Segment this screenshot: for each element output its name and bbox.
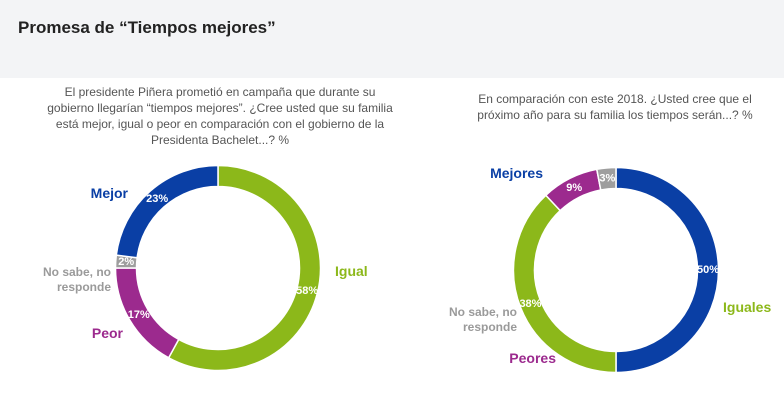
chart-1-value-no-sabe-no-responde: 2% (118, 256, 134, 268)
chart-2-label-mejores: Mejores (490, 165, 543, 181)
chart-1-value-mejor: 23% (146, 193, 168, 205)
chart-2-question: En comparación con este 2018. ¿Usted cre… (477, 92, 753, 122)
chart-1-label-mejor: Mejor (91, 185, 129, 201)
chart-2-label-peores: Peores (509, 350, 556, 366)
chart-1-label-peor: Peor (92, 325, 124, 341)
chart-1-question: El presidente Piñera prometió en campaña… (47, 85, 393, 147)
donut-chart-2-group: 50% Mejores 38% Iguales 9% Peores 3% No sabe, n… (449, 165, 771, 374)
chart-2-slice-no-sabe-no-responde (595, 166, 617, 191)
chart-2-slice-iguales (512, 194, 617, 374)
header-bar: Promesa de “Tiempos mejores” (0, 0, 784, 78)
chart-1-slice-mejor (115, 164, 219, 259)
chart-1-value-igual: 58% (296, 285, 318, 297)
chart-1-value-peor: 17% (128, 309, 150, 321)
chart-2-label-no-sabe-no-responde: No sabe, no responde (449, 305, 517, 334)
page-title: Promesa de “Tiempos mejores” (18, 18, 276, 37)
chart-2-value-mejores: 50% (697, 264, 719, 276)
chart-2-value-iguales: 38% (519, 298, 541, 310)
chart-2-value-peores: 9% (566, 182, 582, 194)
chart-1-label-igual: Igual (335, 263, 368, 279)
donut-chart-1-group: 58% Igual 17% Peor 2% No sabe, no responde 23% M… (43, 164, 368, 372)
chart-1-slice-igual (167, 164, 322, 372)
chart-1-label-no-sabe-no-responde: No sabe, no responde (43, 265, 111, 294)
chart-2-label-iguales: Iguales (723, 299, 771, 315)
chart-2-value-no-sabe-no-responde: 3% (599, 172, 615, 184)
